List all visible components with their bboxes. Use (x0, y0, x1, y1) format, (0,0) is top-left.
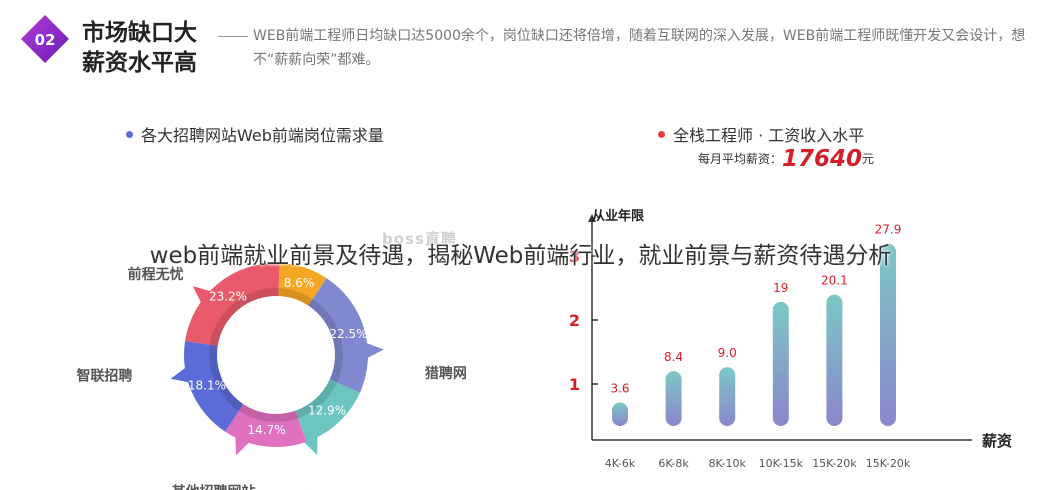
title-line-1: 市场缺口大 (82, 20, 197, 46)
donut-site-name: 智联招聘 (75, 367, 132, 384)
section-description: WEB前端工程师日均缺口达5000余个，岗位缺口还将倍增，随着互联网的深入发展，… (253, 28, 1026, 68)
donut-inner-shadow (209, 288, 343, 422)
bar-value-label: 3.6 (610, 381, 629, 395)
left-chart-title-row: 各大招聘网站Web前端岗位需求量 (126, 122, 384, 146)
donut-site-name: 前程无忧 (128, 266, 184, 283)
bar-category-label: 15K-20k (866, 457, 911, 470)
donut-value-label: 18.1% (188, 378, 226, 392)
right-chart-title: 全栈工程师 · 工资收入水平 (673, 126, 865, 145)
watermark: boss直聘 (382, 230, 457, 248)
badge-number: 02 (35, 31, 56, 49)
average-salary-value: 17640 (782, 146, 863, 172)
x-axis-label: 薪资 (982, 432, 1012, 450)
bar-category-label: 10K-15k (759, 457, 804, 470)
salary-bar (826, 294, 843, 426)
y-tick-label: 1 (569, 375, 580, 394)
bar-value-label: 8.4 (664, 350, 683, 364)
donut-slice (278, 263, 327, 306)
donut-slice (184, 340, 244, 432)
section-title: 市场缺口大 薪资水平高 (82, 18, 197, 78)
donut-value-label: 22.5% (329, 327, 367, 341)
title-line-2: 薪资水平高 (82, 50, 197, 76)
donut-slice (185, 263, 280, 347)
salary-bar (772, 301, 789, 426)
donut-slice (308, 278, 368, 393)
salary-bar (665, 371, 682, 426)
salary-bar (719, 367, 736, 426)
bar-category-label: 8K-10k (708, 457, 746, 470)
title-divider (218, 36, 248, 37)
average-salary-label: 每月平均薪资： (698, 152, 783, 166)
right-chart-title-row: 全栈工程师 · 工资收入水平 (658, 122, 864, 146)
donut-value-label: 23.2% (209, 290, 247, 304)
donut-pointer (170, 366, 191, 383)
bar-category-label: 4K-6k (605, 457, 636, 470)
y-axis-label: 从业年限 (592, 208, 645, 224)
donut-value-label: 12.9% (308, 404, 346, 418)
donut-pointer (365, 342, 384, 359)
donut-slice (225, 404, 307, 448)
y-tick-label: 2 (569, 311, 580, 330)
bar-category-label: 15K-20k (812, 457, 857, 470)
donut-value-label: 14.7% (248, 423, 286, 437)
left-bullet-dot (126, 131, 133, 138)
donut-pointer (302, 434, 318, 455)
average-salary-unit: 元 (862, 152, 875, 166)
donut-pointer (192, 286, 213, 305)
bar-value-label: 20.1 (821, 274, 848, 288)
y-tick-label: 3 (569, 247, 580, 266)
donut-pointer (235, 435, 251, 456)
donut-slice (295, 379, 360, 442)
salary-bar (612, 402, 628, 426)
y-axis-arrow (588, 214, 596, 222)
salary-bar (880, 243, 896, 426)
left-chart-title: 各大招聘网站Web前端岗位需求量 (141, 126, 384, 145)
section-number-badge: 02 (21, 15, 69, 63)
demand-donut-chart: 8.6%22.5%12.9%14.7%18.1%23.2% 猎聘网拉勾网其他招聘… (75, 263, 467, 490)
bar-value-label: 9.0 (718, 346, 737, 360)
donut-site-name: 猎聘网 (425, 365, 467, 382)
bar-value-label: 27.9 (875, 223, 902, 237)
bar-value-label: 19 (773, 281, 788, 295)
average-salary: 每月平均薪资：17640元 (698, 146, 874, 172)
donut-value-label: 8.6% (284, 276, 315, 290)
donut-site-name: 其他招聘网站 (172, 483, 256, 490)
right-bullet-dot (658, 131, 665, 138)
bar-category-label: 6K-8k (658, 457, 689, 470)
donut-hole (218, 297, 334, 413)
